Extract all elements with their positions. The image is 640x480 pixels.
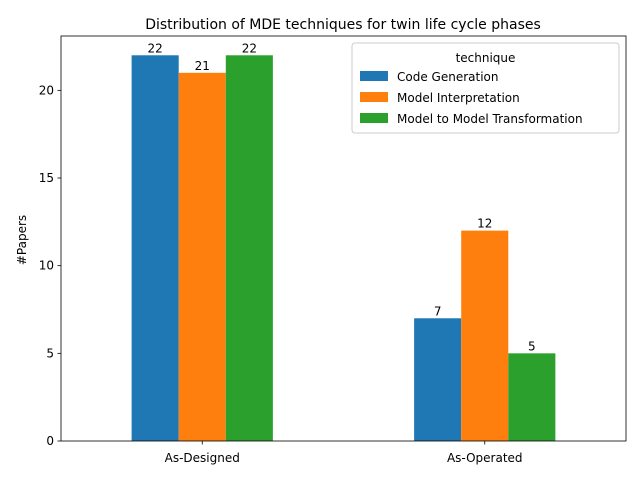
- x-tick-label: As-Operated: [447, 451, 523, 465]
- bar: [178, 72, 226, 442]
- legend-swatch: [360, 71, 388, 81]
- plot-frame: [60, 35, 627, 442]
- data-label: 5: [528, 339, 536, 353]
- y-tick-label: 0: [46, 434, 54, 448]
- y-tick-label: 5: [46, 346, 54, 360]
- data-label: 22: [148, 41, 163, 55]
- bar: [414, 318, 462, 441]
- bar: [131, 55, 179, 442]
- legend-swatch: [360, 92, 388, 102]
- legend-entry: Code Generation: [397, 70, 498, 84]
- y-tick-label: 10: [39, 259, 54, 273]
- bar: [508, 353, 556, 441]
- chart-title: Distribution of MDE techniques for twin …: [145, 17, 541, 33]
- y-tick-label: 20: [39, 83, 54, 97]
- legend-swatch: [360, 113, 388, 123]
- y-tick-label: 15: [39, 171, 54, 185]
- x-tick-label: As-Designed: [165, 451, 240, 465]
- legend-entry: Model to Model Transformation: [397, 112, 583, 126]
- data-label: 22: [242, 41, 257, 55]
- legend-title: technique: [456, 51, 516, 65]
- bar: [225, 55, 273, 442]
- data-label: 12: [477, 217, 492, 231]
- bar: [461, 230, 509, 441]
- y-axis-label: #Papers: [15, 215, 29, 265]
- data-label: 7: [434, 304, 442, 318]
- legend-entry: Model Interpretation: [397, 91, 520, 105]
- legend-box: [351, 42, 620, 134]
- plot-area: 22 7 21 12 22 5 0 5 10 15 20 As-Designed As-Operated: [39, 35, 627, 465]
- data-label: 21: [195, 59, 210, 73]
- legend: technique Code Generation Model Interpreta…: [351, 42, 620, 134]
